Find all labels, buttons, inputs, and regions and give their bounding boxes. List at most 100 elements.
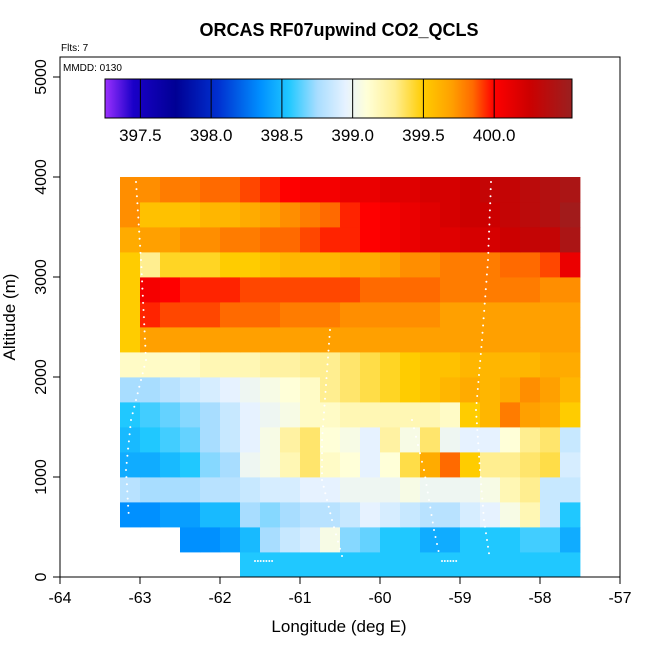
heatmap-cell xyxy=(280,177,301,203)
heatmap-cell xyxy=(240,377,261,403)
heatmap-cell xyxy=(440,552,461,578)
colorbar-gradient xyxy=(104,78,573,119)
x-tick-label: -61 xyxy=(288,590,311,607)
flight-track-point xyxy=(487,259,489,261)
heatmap-cell xyxy=(400,302,421,328)
y-tick-label: 3000 xyxy=(33,259,50,295)
heatmap-cell xyxy=(340,177,361,203)
flight-track-point xyxy=(125,476,128,479)
y-tick-label: 2000 xyxy=(33,359,50,395)
heatmap-cell xyxy=(480,277,501,303)
heatmap-cell xyxy=(300,502,321,528)
heatmap-cell xyxy=(200,377,221,403)
heatmap-cell xyxy=(280,477,301,503)
colorbar-tick-label: 398.5 xyxy=(261,126,304,145)
heatmap-cell xyxy=(180,527,201,553)
x-tick-label: -63 xyxy=(128,590,151,607)
heatmap-cell xyxy=(480,227,501,253)
heatmap-cell xyxy=(440,352,461,378)
flight-track-point xyxy=(417,444,419,446)
heatmap-cell xyxy=(540,402,561,428)
plot-frame xyxy=(59,56,621,578)
heatmap-cell xyxy=(560,427,581,453)
flight-track-point xyxy=(484,525,486,528)
heatmap-cell xyxy=(440,302,461,328)
heatmap-cell xyxy=(340,402,361,428)
heatmap-cell xyxy=(420,477,441,503)
heatmap-cell xyxy=(380,177,401,203)
flight-track-point xyxy=(443,560,446,562)
y-axis: 0 1000 2000 3000 4000 5000 xyxy=(33,59,60,581)
heatmap-cell xyxy=(340,502,361,528)
heatmap-cell xyxy=(320,227,341,253)
heatmap-cell xyxy=(300,452,321,478)
heatmap-cell xyxy=(220,302,241,328)
heatmap-cell xyxy=(220,502,241,528)
heatmap-cell xyxy=(120,402,141,428)
heatmap-cell xyxy=(460,252,481,278)
flight-track-point xyxy=(483,309,486,312)
flight-track-point xyxy=(413,427,415,430)
heatmap-cell xyxy=(420,502,441,528)
heatmap-cell xyxy=(220,252,241,278)
heatmap-cell xyxy=(520,352,541,378)
heatmap-cell xyxy=(480,202,501,228)
heatmap-cell xyxy=(340,352,361,378)
heatmap-cell xyxy=(300,352,321,378)
heatmap-cell xyxy=(220,227,241,253)
flight-track-point xyxy=(419,452,421,455)
x-tick-label: -59 xyxy=(448,590,471,607)
heatmap-cell xyxy=(300,277,321,303)
heatmap-cell xyxy=(340,202,361,228)
x-tick-label: -58 xyxy=(528,590,551,607)
colorbar-tick-label: 397.5 xyxy=(119,126,162,145)
heatmap-cell xyxy=(220,477,241,503)
flight-track-point xyxy=(135,399,137,401)
flight-track-point xyxy=(324,397,326,400)
heatmap-cell xyxy=(200,427,221,453)
heatmap-cell xyxy=(380,377,401,403)
heatmap-cell xyxy=(560,452,581,478)
flight-track-point xyxy=(449,560,452,562)
heatmap-cell xyxy=(240,552,261,578)
heatmap-cell xyxy=(560,552,581,578)
flight-track-point xyxy=(138,230,141,233)
flight-track-point xyxy=(446,560,449,562)
heatmap-cell xyxy=(360,477,381,503)
heatmap-cell xyxy=(400,202,421,228)
flight-track-point xyxy=(321,459,323,461)
flight-track-point xyxy=(125,483,128,486)
heatmap-cell xyxy=(240,277,261,303)
heatmap-cell xyxy=(220,352,241,378)
flight-track-point xyxy=(321,465,323,468)
heatmap-cell xyxy=(380,452,401,478)
flight-track-point xyxy=(329,329,331,331)
flight-track-point xyxy=(136,202,139,205)
heatmap-cell xyxy=(260,277,281,303)
heatmap-cell xyxy=(280,352,301,378)
heatmap-cell xyxy=(480,427,501,453)
heatmap-cell xyxy=(340,427,361,453)
heatmap-cell xyxy=(220,202,241,228)
y-axis-label: Altitude (m) xyxy=(0,274,19,361)
heatmap-cell xyxy=(180,227,201,253)
heatmap-cell xyxy=(160,452,181,478)
flight-track-point xyxy=(322,425,324,428)
heatmap-cell xyxy=(320,202,341,228)
heatmap-cell xyxy=(380,427,401,453)
heatmap-cell xyxy=(200,502,221,528)
heatmap-cell xyxy=(280,502,301,528)
flight-track-point xyxy=(142,316,145,319)
heatmap-cell xyxy=(360,202,381,228)
heatmap-cell xyxy=(160,327,181,353)
heatmap-cell xyxy=(200,277,221,303)
heatmap-cell xyxy=(260,377,281,403)
heatmap-cell xyxy=(460,302,481,328)
heatmap-cell xyxy=(120,177,141,203)
flight-track-point xyxy=(476,395,479,397)
heatmap-cell xyxy=(140,177,161,203)
flight-track-point xyxy=(141,294,144,297)
heatmap-cell xyxy=(480,552,501,578)
heatmap-cell xyxy=(220,377,241,403)
flight-track-point xyxy=(486,266,489,269)
